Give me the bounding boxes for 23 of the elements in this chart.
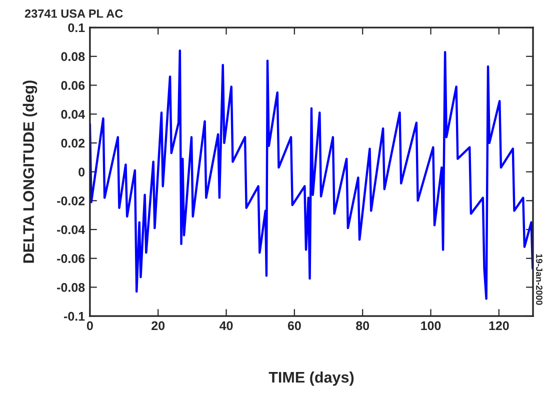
y-tick-label: 0.1 xyxy=(68,23,85,32)
y-tick-label: 0.08 xyxy=(61,52,85,62)
line-series xyxy=(90,49,534,300)
y-tick-label: 0.02 xyxy=(61,138,85,148)
y-tick-label: 0.04 xyxy=(61,110,85,119)
y-tick-label: -0.1 xyxy=(64,312,85,321)
x-tick-label: 100 xyxy=(421,321,441,330)
y-tick-label: 0.06 xyxy=(61,81,85,90)
chart-title: 23741 USA PL AC xyxy=(24,9,123,18)
y-tick-label: 0 xyxy=(78,168,85,176)
text: 19-Jan-2000 xyxy=(536,254,542,305)
y-tick-label: -0.08 xyxy=(57,283,85,292)
y-tick-label: -0.04 xyxy=(57,225,85,234)
y-axis-title: DELTA LONGITUDE (deg) xyxy=(22,80,38,263)
x-tick-label: 60 xyxy=(288,321,301,330)
y-tick-label: -0.02 xyxy=(57,196,85,206)
x-tick-label: 0 xyxy=(86,321,93,330)
x-axis-title: TIME (days) xyxy=(268,371,354,386)
x-tick-label: 120 xyxy=(489,321,509,330)
x-tick-label: 40 xyxy=(219,321,233,330)
x-tick-label: 80 xyxy=(356,321,370,330)
y-tick-label: -0.06 xyxy=(57,254,85,264)
x-tick-label: 20 xyxy=(152,321,165,330)
